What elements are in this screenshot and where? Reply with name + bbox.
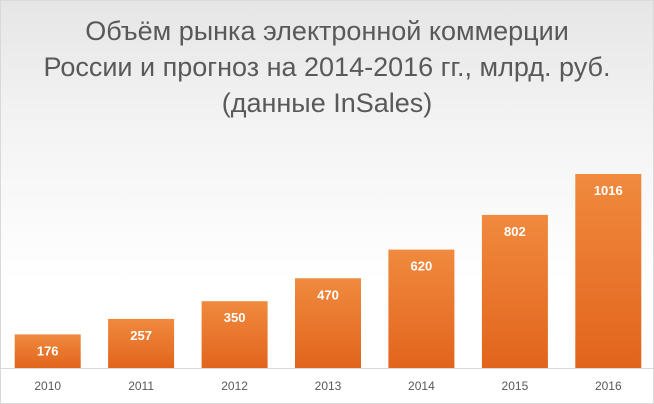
bar-2013 bbox=[295, 278, 361, 368]
bar-2010 bbox=[14, 334, 81, 368]
x-tick-label-2011: 2011 bbox=[128, 379, 154, 393]
bar-2012 bbox=[201, 301, 268, 368]
x-tick-labels: 2010 2011 2012 2013 2014 2015 2016 bbox=[34, 379, 622, 393]
bar-value-label-2010: 176 bbox=[37, 343, 59, 358]
x-tick-label-2016: 2016 bbox=[595, 379, 622, 393]
x-tick-label-2013: 2013 bbox=[315, 379, 342, 393]
bar-2011 bbox=[108, 318, 175, 368]
bar-value-label-2013: 470 bbox=[317, 287, 339, 302]
bar-value-label-2015: 802 bbox=[504, 224, 526, 239]
bar-value-label-2011: 257 bbox=[130, 328, 152, 343]
bars-group: 176 257 350 470 620 802 1016 bbox=[14, 174, 642, 368]
bar-value-label-2012: 350 bbox=[224, 310, 246, 325]
bar-2016 bbox=[575, 174, 642, 368]
bar-2015 bbox=[481, 214, 548, 368]
x-tick-label-2012: 2012 bbox=[221, 379, 248, 393]
x-tick-label-2010: 2010 bbox=[34, 379, 61, 393]
chart-title: Объём рынка электронной коммерции России… bbox=[43, 16, 611, 118]
bar-value-label-2016: 1016 bbox=[594, 183, 623, 198]
x-tick-label-2014: 2014 bbox=[408, 379, 435, 393]
bar-2014 bbox=[388, 249, 455, 368]
x-tick-label-2015: 2015 bbox=[502, 379, 529, 393]
bar-value-label-2014: 620 bbox=[411, 259, 433, 274]
